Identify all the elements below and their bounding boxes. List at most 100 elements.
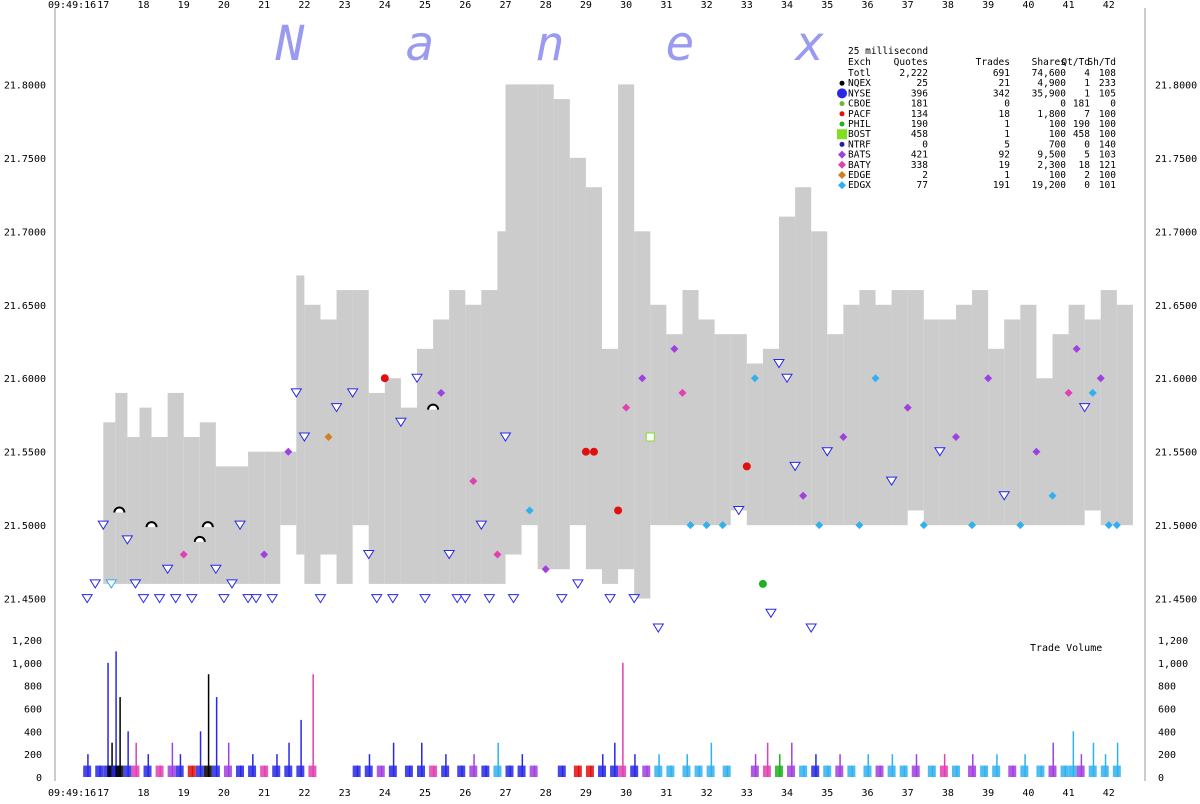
volume-base <box>123 765 132 777</box>
legend-cell: 458 <box>911 129 928 140</box>
quote-marker <box>242 594 254 604</box>
quote-marker <box>871 374 880 383</box>
x-tick-bottom: 30 <box>620 788 632 799</box>
quote-marker <box>1112 521 1121 530</box>
spread-bar <box>280 451 297 526</box>
legend-marker <box>839 141 845 147</box>
volume-base <box>167 765 176 777</box>
volume-base <box>284 765 293 777</box>
volume-base <box>598 765 607 777</box>
spread-bar <box>1020 304 1037 526</box>
quote-marker <box>998 491 1011 501</box>
quote-marker <box>919 521 928 530</box>
x-tick-top: 27 <box>499 0 511 11</box>
quote-marker <box>427 403 440 410</box>
spread-bar <box>1068 304 1085 526</box>
legend-cell: PACF <box>848 109 871 120</box>
spread-bar <box>384 378 401 584</box>
legend-cell: 0 <box>1084 180 1090 191</box>
quote-marker <box>903 403 912 412</box>
quote-marker <box>628 594 641 604</box>
volume-base <box>927 765 936 777</box>
legend-cell: 700 <box>1049 139 1066 150</box>
legend-title: 25 millisecond <box>848 46 928 57</box>
volume-tick-left: 200 <box>24 750 42 761</box>
watermark-letter: N <box>275 16 306 72</box>
quote-marker <box>951 433 960 441</box>
quote-marker <box>839 433 848 441</box>
x-tick-top: 23 <box>339 0 351 11</box>
price-tick-right: 21.7000 <box>1155 227 1197 238</box>
volume-base <box>682 765 691 777</box>
volume-bar <box>1072 731 1075 777</box>
spread-bar <box>795 187 812 526</box>
volume-tick-right: 400 <box>1158 727 1176 738</box>
legend-cell: 2 <box>1084 170 1090 181</box>
spread-bar <box>1036 378 1053 526</box>
legend-cell: 190 <box>1073 119 1090 130</box>
legend-cell: EDGX <box>848 180 871 191</box>
spread-bar <box>1116 304 1133 526</box>
legend-header: Quotes <box>894 57 928 68</box>
legend-marker <box>838 171 846 179</box>
volume-base <box>557 765 566 777</box>
x-tick-bottom: 39 <box>982 788 994 799</box>
quote-marker <box>113 506 126 513</box>
volume-bar <box>111 742 113 777</box>
quote-marker <box>1032 447 1041 456</box>
quote-marker <box>137 594 150 604</box>
quote-marker <box>380 374 389 383</box>
quote-marker <box>218 594 230 604</box>
volume-bar <box>791 742 793 777</box>
volume-base <box>863 765 872 777</box>
quote-marker <box>185 594 198 604</box>
volume-base <box>610 765 619 777</box>
spread-bar <box>215 466 232 584</box>
x-tick-top: 37 <box>902 0 914 11</box>
volume-base <box>811 765 820 777</box>
quote-marker <box>645 432 655 442</box>
quote-marker <box>97 520 110 531</box>
volume-base <box>992 765 1001 777</box>
legend-cell: 0 <box>1060 99 1066 110</box>
x-tick-top: 21 <box>258 0 270 11</box>
legend-cell: 2,300 <box>1037 160 1066 171</box>
legend-cell: 100 <box>1049 119 1066 130</box>
legend-marker <box>838 160 846 169</box>
volume-base <box>103 765 112 777</box>
volume-base <box>1036 765 1045 777</box>
volume-base <box>529 765 538 777</box>
quote-marker <box>984 374 993 383</box>
spread-bar <box>618 84 635 570</box>
legend-cell: 100 <box>1049 170 1066 181</box>
legend-cell: 2,222 <box>899 68 928 79</box>
quote-marker <box>773 359 785 369</box>
x-tick-top: 41 <box>1063 0 1075 11</box>
volume-base <box>115 765 124 777</box>
x-tick-bottom: 33 <box>741 788 753 799</box>
legend-marker <box>838 181 846 190</box>
volume-bar <box>497 742 499 777</box>
spread-bar <box>304 304 321 584</box>
volume-bar <box>312 674 314 777</box>
volume-base <box>260 765 269 777</box>
volume-base <box>248 765 257 777</box>
quote-marker <box>226 579 238 589</box>
quote-marker <box>781 373 793 384</box>
volume-bar <box>135 742 137 777</box>
legend-cell: BATS <box>848 150 871 161</box>
price-tick-left: 21.5000 <box>4 521 46 532</box>
quote-marker <box>179 550 188 559</box>
legend-marker <box>839 111 845 117</box>
price-tick-right: 21.5000 <box>1155 521 1197 532</box>
legend-cell: 7 <box>1084 109 1090 120</box>
volume-base <box>875 765 884 777</box>
legend-header: Exch <box>848 57 871 68</box>
volume-base <box>107 765 116 777</box>
x-tick-top: 20 <box>218 0 230 11</box>
legend-cell: 18 <box>999 109 1011 120</box>
volume-tick-left: 600 <box>24 705 42 716</box>
x-tick-top: 42 <box>1103 0 1115 11</box>
volume-base <box>585 765 594 777</box>
spread-bar <box>811 231 828 526</box>
